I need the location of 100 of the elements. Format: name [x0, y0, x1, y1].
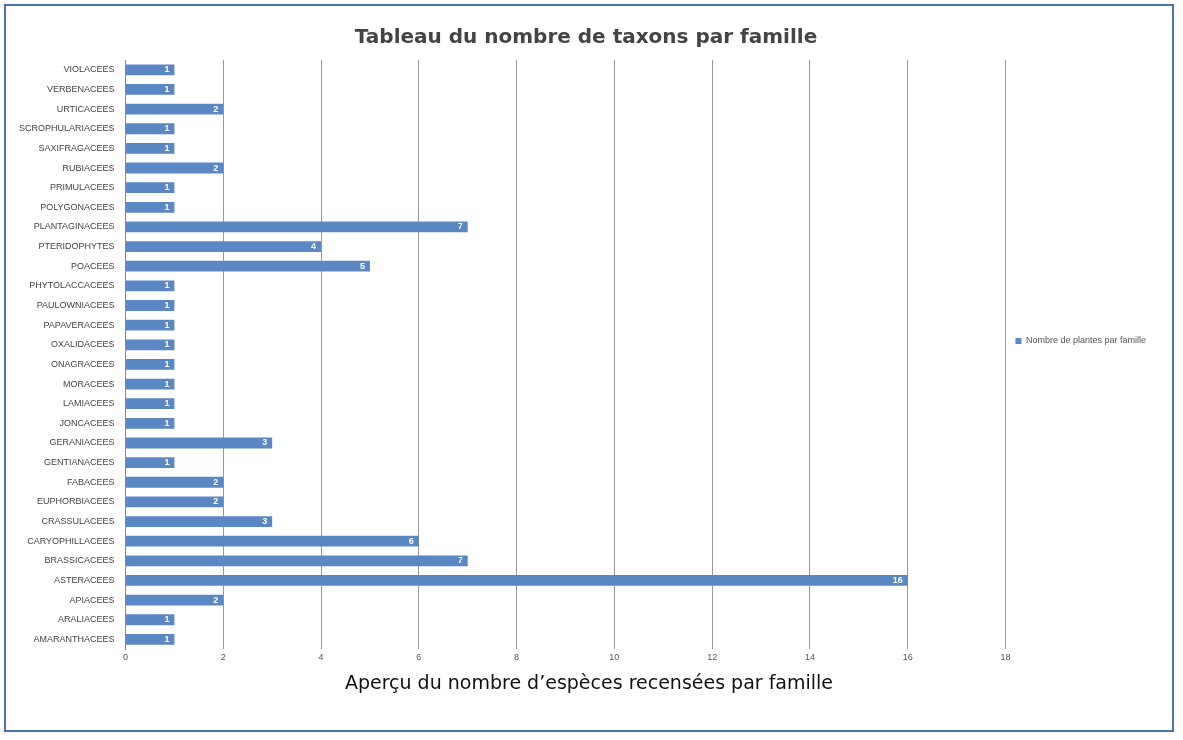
data-label: 1 [164, 417, 170, 428]
data-label: 6 [408, 535, 414, 546]
bar [126, 359, 175, 370]
y-tick-label: EUPHORBIACEES [36, 496, 115, 507]
data-label: 2 [213, 162, 219, 173]
y-tick-label: POACEES [71, 260, 115, 271]
y-tick-label: VIOLACEES [63, 64, 115, 75]
data-label: 1 [164, 358, 170, 369]
legend-label: Nombre de plantes par famille [1025, 335, 1146, 346]
y-tick-label: SAXIFRAGACEES [38, 142, 115, 153]
data-label: 1 [164, 339, 170, 350]
data-label: 16 [892, 574, 903, 585]
y-tick-label: OXALIDACEES [50, 339, 115, 350]
y-tick-label: ASTERACEES [53, 574, 115, 585]
bar [126, 614, 175, 626]
bar [126, 300, 175, 311]
bar [126, 398, 175, 410]
bar [126, 123, 175, 135]
x-tick-label: 2 [220, 652, 226, 663]
y-tick-label: PHYTOLACCACEES [29, 280, 115, 291]
y-tick-label: PAPAVERACEES [43, 319, 115, 330]
bar [126, 496, 224, 508]
x-tick-label: 16 [902, 652, 913, 663]
data-label: 1 [164, 457, 170, 468]
y-tick-label: VERBENACEES [46, 83, 115, 94]
data-label: 2 [213, 496, 219, 507]
bar [126, 64, 175, 76]
bar [126, 535, 419, 547]
y-tick-label: LAMIACEES [62, 398, 115, 409]
bar [126, 241, 322, 252]
y-tick-label: ONAGRACEES [51, 358, 115, 369]
x-tick-label: 0 [123, 652, 129, 663]
bar [126, 142, 175, 154]
y-tick-label: PLANTAGINACEES [33, 221, 115, 232]
y-tick-label: CRASSULACEES [41, 516, 115, 527]
y-tick-label: AMARANTHACEES [33, 633, 115, 644]
data-label: 1 [164, 319, 170, 330]
bar [126, 103, 224, 115]
x-tick-label: 18 [1000, 652, 1011, 663]
y-tick-label: SCROPHULARIACEES [18, 123, 115, 134]
x-tick-label: 8 [514, 652, 520, 663]
bar [126, 221, 468, 233]
data-label: 1 [164, 614, 170, 625]
bar [126, 162, 224, 174]
y-tick-label: RUBIACEES [62, 162, 115, 173]
y-tick-label: PRIMULACEES [49, 182, 115, 193]
data-label: 3 [262, 516, 268, 527]
data-label: 1 [164, 280, 170, 291]
bar [126, 594, 224, 606]
y-tick-label: CARYOPHILLACEES [27, 535, 115, 546]
x-tick-label: 4 [318, 652, 324, 663]
y-tick-label: POLYGONACEES [40, 201, 115, 212]
bar [126, 417, 175, 429]
x-tick-label: 6 [416, 652, 422, 663]
y-tick-label: PAULOWNIACEES [36, 299, 115, 310]
bar [126, 476, 224, 488]
data-label: 1 [164, 142, 170, 153]
bar [126, 84, 175, 95]
data-label: 2 [213, 594, 219, 605]
y-tick-label: BRASSICACEES [44, 555, 115, 566]
data-label: 1 [164, 378, 170, 389]
data-label: 1 [164, 633, 170, 644]
x-tick-label: 10 [609, 652, 620, 663]
data-label: 2 [213, 103, 219, 114]
bar [126, 516, 273, 527]
data-label: 3 [262, 437, 268, 448]
x-tick-label: 14 [804, 652, 815, 663]
bar [126, 457, 175, 469]
y-tick-label: PTERIDOPHYTES [38, 241, 115, 252]
y-tick-label: APIACEES [69, 594, 115, 605]
data-label: 1 [164, 398, 170, 409]
x-tick-label: 12 [707, 652, 718, 663]
data-label: 7 [457, 221, 463, 232]
y-tick-label: FABACEES [66, 476, 115, 487]
bar [126, 437, 273, 449]
chart-title: Tableau du nombre de taxons par famille [354, 24, 818, 49]
data-label: 1 [164, 83, 170, 94]
bar [126, 260, 370, 272]
y-tick-label: GENTIANACEES [44, 457, 115, 468]
bar [126, 555, 468, 567]
y-tick-label: JONCACEES [59, 417, 115, 428]
bar [126, 319, 175, 331]
data-label: 1 [164, 123, 170, 134]
data-label: 1 [164, 182, 170, 193]
y-tick-label: MORACEES [63, 378, 115, 389]
data-label: 4 [311, 241, 317, 252]
bar [126, 339, 175, 351]
data-label: 1 [164, 64, 170, 75]
data-label: 1 [164, 299, 170, 310]
data-label: 5 [359, 260, 365, 271]
bar [126, 182, 175, 194]
bar [126, 633, 175, 645]
bar [126, 280, 175, 292]
text: Aperçu du nombre d’espèces recensées par famille [343, 671, 835, 693]
data-label: 2 [213, 476, 219, 487]
y-tick-label: URTICACEES [56, 103, 115, 114]
bar [126, 575, 908, 586]
y-tick-label: ARALIACEES [57, 614, 115, 625]
y-tick-label: GERANIACEES [49, 437, 115, 448]
bar [126, 201, 175, 213]
